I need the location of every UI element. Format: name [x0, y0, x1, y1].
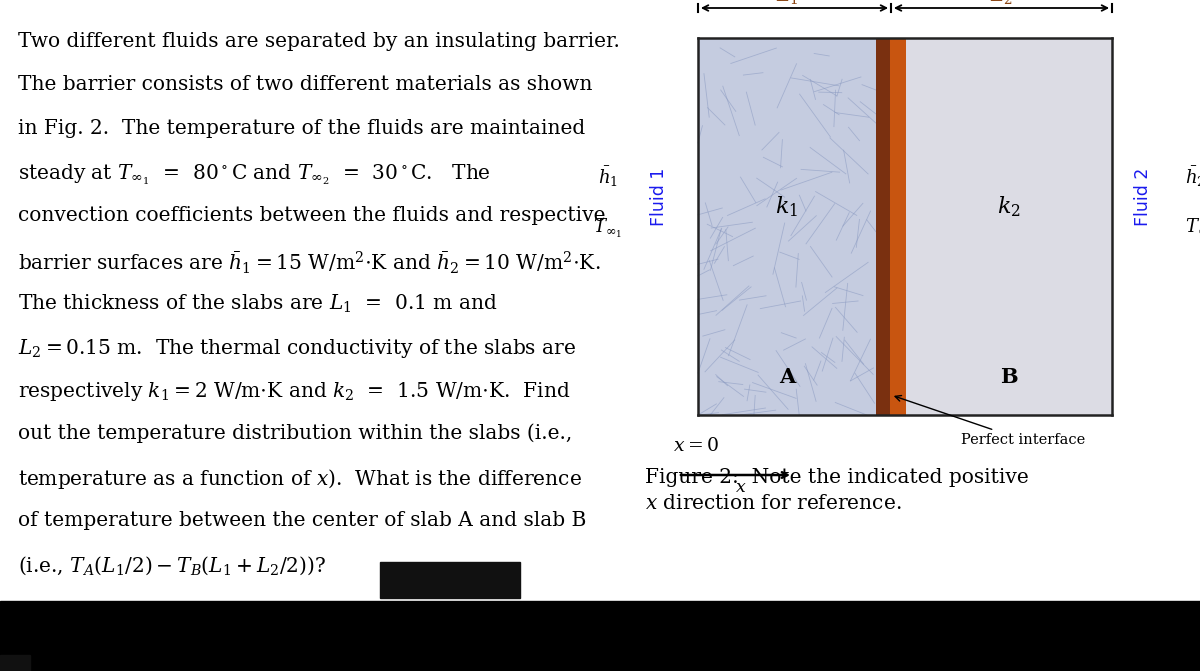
Bar: [698, 38, 876, 415]
Text: temperature as a function of $x$).  What is the difference: temperature as a function of $x$). What …: [18, 467, 582, 491]
Text: $L_2 = 0.15$ m.  The thermal conductivity of the slabs are: $L_2 = 0.15$ m. The thermal conductivity…: [18, 336, 576, 360]
Bar: [889, 38, 906, 415]
Text: The thickness of the slabs are $L_1$  =  0.1 m and: The thickness of the slabs are $L_1$ = 0…: [18, 293, 498, 315]
Bar: [906, 38, 1112, 415]
Text: (i.e., $T_A(L_1/2) - T_B(L_1 + L_2/2)$)?: (i.e., $T_A(L_1/2) - T_B(L_1 + L_2/2)$)?: [18, 554, 326, 576]
Text: Perfect interface: Perfect interface: [895, 395, 1085, 447]
Text: $L_2$: $L_2$: [990, 0, 1013, 6]
Text: out the temperature distribution within the slabs (i.e.,: out the temperature distribution within …: [18, 423, 572, 443]
Text: in Fig. 2.  The temperature of the fluids are maintained: in Fig. 2. The temperature of the fluids…: [18, 119, 586, 138]
Text: steady at $T_{\infty_1}$  =  80$^\circ$C and $T_{\infty_2}$  =  30$^\circ$C.   T: steady at $T_{\infty_1}$ = 80$^\circ$C a…: [18, 162, 491, 187]
Text: The barrier consists of two different materials as shown: The barrier consists of two different ma…: [18, 76, 593, 95]
Text: Two different fluids are separated by an insulating barrier.: Two different fluids are separated by an…: [18, 32, 620, 51]
Text: $T_{\infty_1}$: $T_{\infty_1}$: [594, 217, 623, 240]
Text: $k_1$: $k_1$: [775, 194, 798, 219]
Text: $\bar{h}_2$: $\bar{h}_2$: [1186, 164, 1200, 189]
Text: $\bar{h}_1$: $\bar{h}_1$: [598, 164, 618, 189]
Bar: [876, 38, 889, 415]
Text: of temperature between the center of slab A and slab B: of temperature between the center of sla…: [18, 511, 587, 529]
Text: respectively $k_1 = 2$ W/m$\cdot$K and $k_2$  =  1.5 W/m$\cdot$K.  Find: respectively $k_1 = 2$ W/m$\cdot$K and $…: [18, 380, 570, 403]
Bar: [380, 562, 520, 598]
Text: $x$: $x$: [734, 479, 746, 496]
Text: A: A: [779, 367, 796, 387]
Text: Figure 2:  Note the indicated positive: Figure 2: Note the indicated positive: [646, 468, 1028, 487]
Bar: [0, 655, 30, 671]
Text: Fluid 2: Fluid 2: [1134, 167, 1152, 225]
Text: Fluid 1: Fluid 1: [650, 167, 668, 225]
Text: $k_2$: $k_2$: [997, 194, 1021, 219]
Text: $L_1$: $L_1$: [776, 0, 798, 6]
Text: $x$ direction for reference.: $x$ direction for reference.: [646, 494, 901, 513]
Text: $T_{\infty_2}$: $T_{\infty_2}$: [1186, 217, 1200, 240]
Text: B: B: [1000, 367, 1018, 387]
Text: barrier surfaces are $\bar{h}_1 = 15$ W/m$^2$$\cdot$K and $\bar{h}_2 = 10$ W/m$^: barrier surfaces are $\bar{h}_1 = 15$ W/…: [18, 250, 600, 276]
Text: convection coefficients between the fluids and respective: convection coefficients between the flui…: [18, 206, 606, 225]
Text: $x= 0$: $x= 0$: [673, 437, 719, 455]
Bar: [0, 601, 1200, 671]
